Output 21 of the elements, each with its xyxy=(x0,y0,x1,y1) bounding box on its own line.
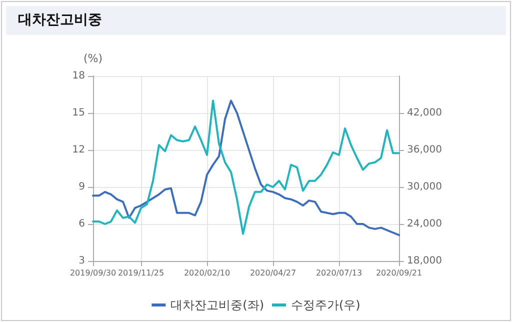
legend-label: 대차잔고비중(좌) xyxy=(170,298,264,312)
y-tick-label: 6 xyxy=(78,218,85,230)
legend-label: 수정주가(우) xyxy=(291,298,360,312)
y2-tick-label: 36,000 xyxy=(407,144,442,156)
y-tick-label: 15 xyxy=(72,108,85,118)
y-tick-label: 18 xyxy=(72,70,85,82)
y2-tick-label: 18,000 xyxy=(407,256,442,266)
x-tick-label: 2019/11/25 xyxy=(118,268,164,278)
x-tick-label: 2020/02/10 xyxy=(184,268,230,278)
y2-tick-label: 30,000 xyxy=(407,182,442,192)
y-axis-title: (%) xyxy=(83,52,103,65)
y2-tick-label: 42,000 xyxy=(407,108,442,118)
y-tick-label: 3 xyxy=(78,256,85,266)
y-tick-label: 12 xyxy=(72,144,85,156)
x-tick-label: 2020/09/21 xyxy=(376,268,422,278)
x-tick-label: 2020/04/27 xyxy=(250,268,296,278)
x-tick-label: 2020/07/13 xyxy=(316,268,362,278)
y2-tick-label: 24,000 xyxy=(407,218,442,230)
y-tick-label: 9 xyxy=(78,182,85,192)
chart-title: 대차잔고비중 xyxy=(6,6,506,35)
x-tick-label: 2019/09/30 xyxy=(70,268,116,278)
